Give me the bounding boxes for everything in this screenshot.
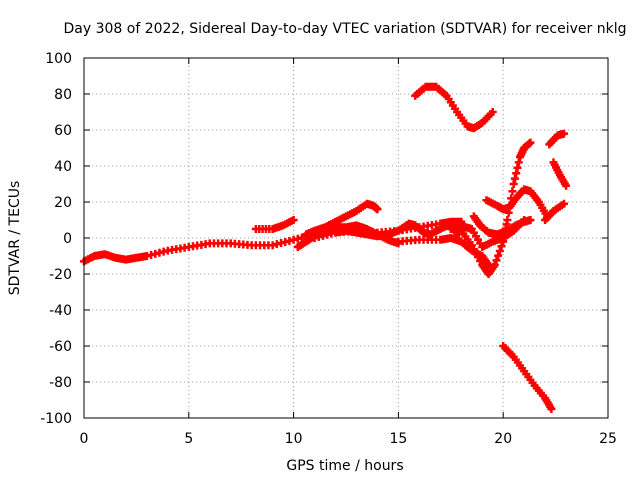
series-s13: [541, 199, 568, 224]
y-tick-label: -20: [49, 267, 72, 283]
data-layer: [80, 82, 571, 413]
series-s14: [545, 129, 568, 149]
series-s4: [302, 199, 382, 239]
data-point: [495, 246, 504, 255]
data-point: [526, 138, 535, 147]
y-tick-label: 20: [54, 195, 72, 211]
plot-frame: [83, 57, 609, 419]
y-tick-label: -40: [49, 303, 72, 319]
y-axis-label: SDTVAR / TECUs: [7, 181, 23, 296]
data-point: [494, 251, 503, 260]
y-tick-label: -60: [49, 339, 72, 355]
chart-title: Day 308 of 2022, Sidereal Day-to-day VTE…: [64, 21, 627, 37]
series-s8: [446, 138, 535, 278]
series-s15: [549, 158, 571, 190]
y-tick-label: 100: [45, 51, 72, 67]
data-point: [514, 158, 523, 167]
series-s10: [469, 212, 535, 239]
series-s11: [482, 185, 552, 221]
data-point: [488, 108, 497, 116]
data-point: [547, 405, 556, 413]
y-tick-label: 80: [54, 87, 72, 103]
data-point: [508, 187, 517, 196]
data-point: [559, 129, 568, 138]
data-point: [512, 169, 521, 178]
data-point: [492, 256, 501, 265]
ticks: -100 -80 -60 -40 -20 0 20 40 60 80 100 0 5 10 15 20 25: [40, 51, 617, 447]
data-point: [513, 163, 522, 172]
y-tick-label: 60: [54, 123, 72, 139]
series-s5: [310, 219, 466, 242]
series-s12: [499, 342, 556, 413]
data-point: [526, 216, 535, 224]
x-tick-label: 0: [80, 431, 89, 447]
data-point: [503, 216, 512, 224]
data-point: [562, 181, 571, 190]
grid: [84, 58, 608, 418]
x-tick-label: 25: [599, 431, 617, 447]
x-tick-label: 10: [285, 431, 303, 447]
data-point: [559, 199, 568, 208]
x-tick-label: 15: [389, 431, 407, 447]
x-tick-label: 20: [494, 431, 512, 447]
data-point: [510, 174, 519, 183]
data-point: [490, 261, 499, 269]
x-axis-label: GPS time / hours: [286, 458, 403, 474]
y-tick-label: -100: [40, 411, 72, 427]
data-point: [497, 242, 506, 251]
y-tick-label: 40: [54, 159, 72, 175]
series-s7: [411, 82, 497, 133]
y-tick-label: -80: [49, 375, 72, 391]
series-s2: [251, 216, 298, 233]
data-point: [509, 180, 518, 188]
data-point: [373, 205, 382, 214]
x-tick-label: 5: [184, 431, 193, 447]
y-tick-label: 0: [63, 231, 72, 247]
data-point: [289, 216, 298, 224]
